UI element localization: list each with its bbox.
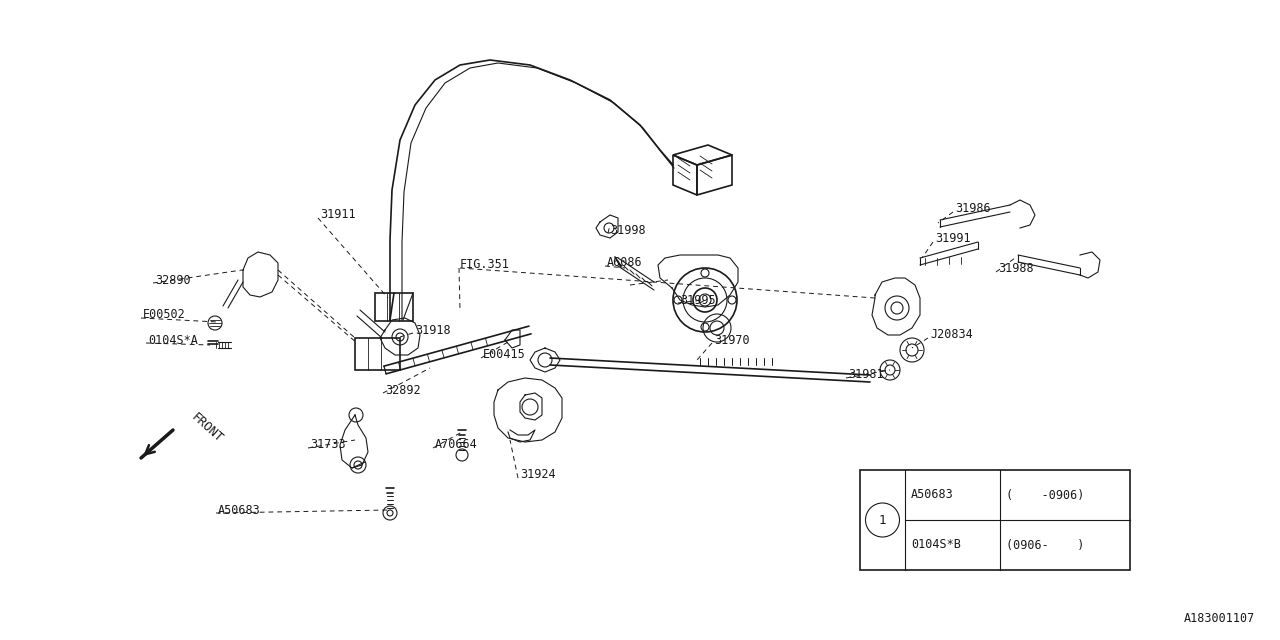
Text: A50683: A50683 [218,504,261,516]
Text: 32890: 32890 [155,273,191,287]
Bar [355,338,399,370]
Text: 31995: 31995 [680,294,716,307]
Text: (0906-    ): (0906- ) [1006,538,1084,552]
Text: 31998: 31998 [611,223,645,237]
Text: 31911: 31911 [320,209,356,221]
Text: 31970: 31970 [714,333,750,346]
Text: J20834: J20834 [931,328,973,342]
Text: 0104S*A: 0104S*A [148,333,198,346]
Text: 31918: 31918 [415,323,451,337]
Text: 31988: 31988 [998,262,1034,275]
Text: 31986: 31986 [955,202,991,214]
Text: 1: 1 [879,513,886,527]
Text: 0104S*B: 0104S*B [911,538,961,552]
Text: A183001107: A183001107 [1184,612,1254,625]
Text: 31733: 31733 [310,438,346,451]
Text: A70664: A70664 [435,438,477,451]
Text: 31991: 31991 [934,232,970,244]
Text: 31924: 31924 [520,468,556,481]
Text: A50683: A50683 [911,488,954,502]
Text: A6086: A6086 [607,257,643,269]
Text: FRONT: FRONT [188,410,225,445]
Text: 31981: 31981 [849,369,883,381]
Text: FIG.351: FIG.351 [460,259,509,271]
Text: E00502: E00502 [143,308,186,321]
Text: 32892: 32892 [385,383,421,397]
Bar [375,293,413,321]
Text: (    -0906): ( -0906) [1006,488,1084,502]
Text: E00415: E00415 [483,349,526,362]
Bar [860,470,1130,570]
